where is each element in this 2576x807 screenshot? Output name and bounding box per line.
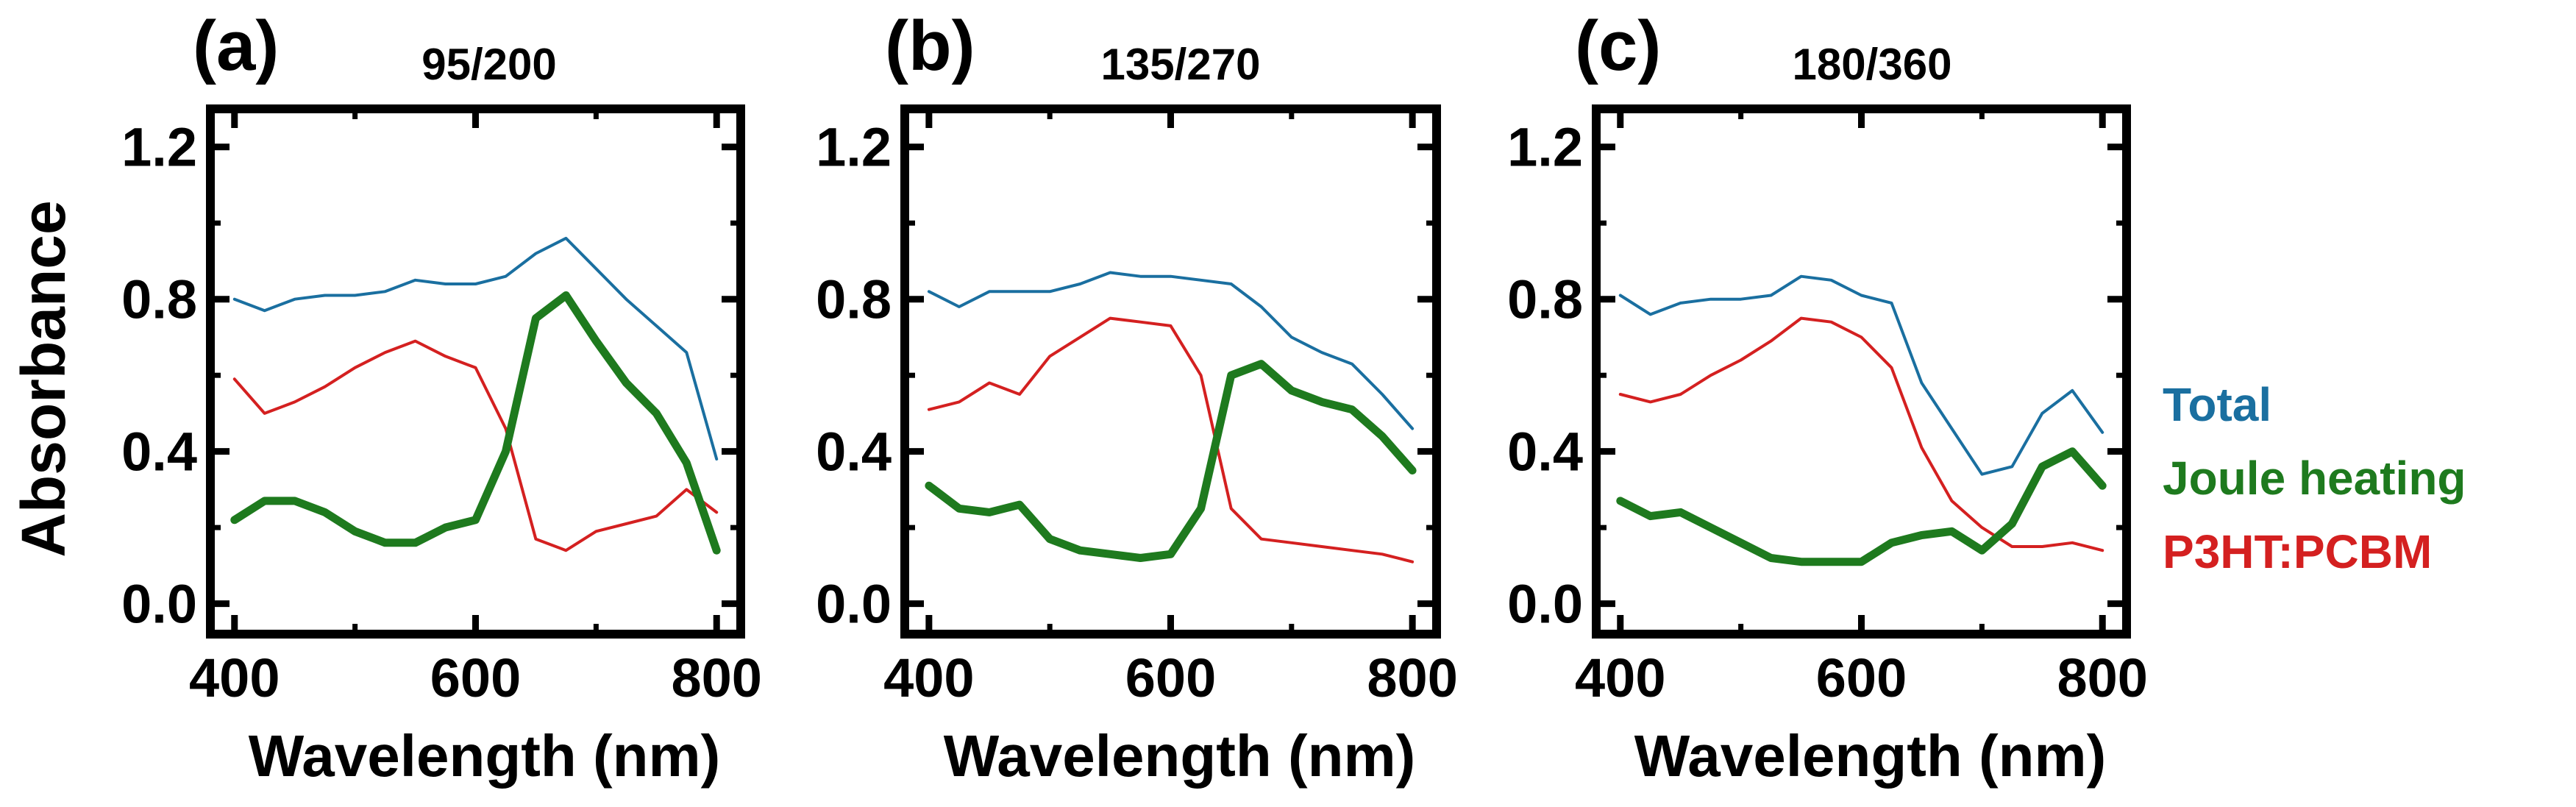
legend-entry-total: Total xyxy=(2163,378,2271,431)
panel-c: (c) 180/360 400 600 800 0.0 0.4 0.8 1.2 Wavelengt… xyxy=(1507,7,2148,789)
panel-a-ytick-label-0-4: 0.4 xyxy=(121,422,197,483)
panel-a-ytick-label-0-8: 0.8 xyxy=(121,269,197,330)
panel-a-ytick-label-1-2: 1.2 xyxy=(121,117,197,178)
panel-a-series-total xyxy=(232,236,719,461)
panel-b-letter: (b) xyxy=(885,7,975,85)
panel-a-xtick-label-600: 600 xyxy=(430,647,521,708)
panel-c-ytick-label-0-4: 0.4 xyxy=(1507,422,1583,483)
panel-c-xtick-label-600: 600 xyxy=(1816,647,1907,708)
panel-b-ytick-label-1-2: 1.2 xyxy=(816,117,892,178)
panel-c-title: 180/360 xyxy=(1793,40,1952,89)
panel-a-series-p3ht-pcbm xyxy=(232,339,719,552)
panel-a-ytick-label-0-0: 0.0 xyxy=(121,574,197,635)
panel-a-frame xyxy=(206,104,745,639)
panel-c-x-axis-label: Wavelength (nm) xyxy=(1634,723,2106,789)
panel-b-ytick-label-0-4: 0.4 xyxy=(816,422,892,483)
panel-a: (a) 95/200 400 600 800 0.0 0.4 0.8 1.2 Wavelength… xyxy=(121,7,762,789)
panel-b-series-total xyxy=(927,271,1415,430)
panel-a-series-joule-heating xyxy=(230,291,721,555)
panel-c-ytick-label-0-8: 0.8 xyxy=(1507,269,1583,330)
panel-c-ytick-label-1-2: 1.2 xyxy=(1507,117,1583,178)
panel-b-ytick-label-0-0: 0.0 xyxy=(816,574,892,635)
panel-c-series-total xyxy=(1618,274,2104,476)
panel-b-series-p3ht-pcbm xyxy=(927,316,1415,564)
legend: Total Joule heating P3HT:PCBM xyxy=(2163,378,2466,578)
panel-a-letter: (a) xyxy=(193,7,279,85)
panel-b-x-axis-label: Wavelength (nm) xyxy=(944,723,1415,789)
y-axis-label: Absorbance xyxy=(9,200,78,557)
panel-c-ytick-label-0-0: 0.0 xyxy=(1507,574,1583,635)
panel-c-series-joule-heating xyxy=(1616,447,2107,566)
panel-b-xtick-label-800: 800 xyxy=(1367,647,1457,708)
panel-c-series-p3ht-pcbm xyxy=(1618,316,2104,552)
panel-c-xtick-label-400: 400 xyxy=(1575,647,1665,708)
panel-a-x-axis-label: Wavelength (nm) xyxy=(249,723,720,789)
panel-b: (b) 135/270 400 600 800 0.0 0.4 0.8 1.2 Wavelengt… xyxy=(816,7,1458,789)
legend-entry-p3ht-pcbm: P3HT:PCBM xyxy=(2163,525,2432,578)
panel-c-letter: (c) xyxy=(1575,7,1661,85)
panel-b-ytick-label-0-8: 0.8 xyxy=(816,269,892,330)
panel-a-xtick-label-800: 800 xyxy=(671,647,761,708)
panel-b-xtick-label-400: 400 xyxy=(883,647,974,708)
panel-c-xtick-label-800: 800 xyxy=(2057,647,2147,708)
legend-entry-joule-heating: Joule heating xyxy=(2163,452,2466,505)
panel-b-title: 135/270 xyxy=(1101,40,1261,89)
panel-b-xtick-label-600: 600 xyxy=(1125,647,1216,708)
panel-a-xtick-label-400: 400 xyxy=(189,647,280,708)
panel-b-series-joule-heating xyxy=(925,360,1417,562)
panel-a-title: 95/200 xyxy=(421,40,557,89)
panel-c-frame xyxy=(1592,104,2131,639)
